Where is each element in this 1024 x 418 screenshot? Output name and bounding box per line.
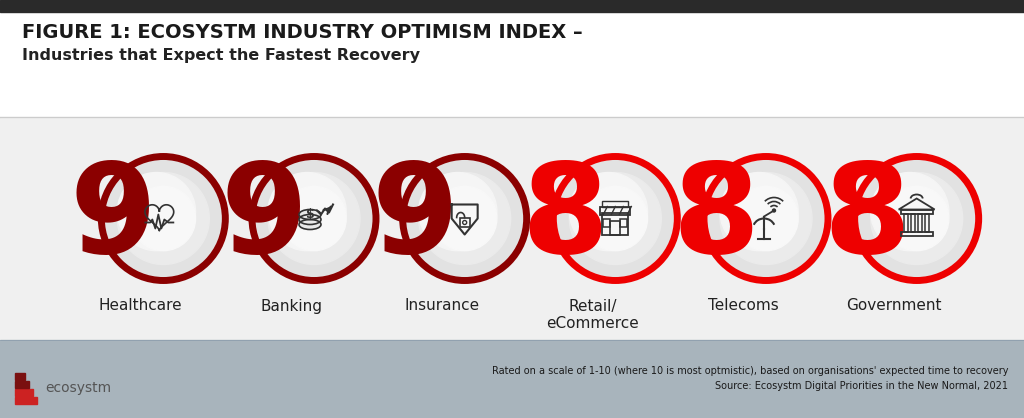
Circle shape bbox=[252, 156, 376, 280]
Circle shape bbox=[855, 156, 979, 280]
Circle shape bbox=[101, 156, 225, 280]
Ellipse shape bbox=[299, 219, 321, 229]
Circle shape bbox=[432, 186, 497, 251]
Circle shape bbox=[705, 156, 828, 280]
Bar bbox=[621, 219, 628, 227]
Text: Government: Government bbox=[846, 298, 941, 314]
Text: 9: 9 bbox=[220, 158, 307, 279]
Circle shape bbox=[569, 173, 647, 251]
Bar bbox=[15, 381, 29, 388]
Bar bbox=[15, 389, 33, 396]
Bar bbox=[603, 219, 610, 227]
Text: FIGURE 1: ECOSYSTM INDUSTRY OPTIMISM INDEX –: FIGURE 1: ECOSYSTM INDUSTRY OPTIMISM IND… bbox=[22, 23, 583, 42]
Text: 8: 8 bbox=[522, 158, 609, 279]
Circle shape bbox=[569, 173, 662, 265]
Circle shape bbox=[419, 173, 511, 265]
Circle shape bbox=[720, 173, 798, 251]
Ellipse shape bbox=[299, 214, 321, 224]
Text: Rated on a scale of 1-10 (where 10 is most optmistic), based on organisations' e: Rated on a scale of 1-10 (where 10 is mo… bbox=[492, 366, 1008, 376]
Circle shape bbox=[553, 156, 677, 280]
Text: Banking: Banking bbox=[260, 298, 322, 314]
Circle shape bbox=[870, 173, 963, 265]
Circle shape bbox=[268, 173, 346, 251]
Text: Insurance: Insurance bbox=[404, 298, 479, 314]
Text: ecosystm: ecosystm bbox=[45, 381, 112, 395]
Text: 9: 9 bbox=[70, 158, 157, 279]
Circle shape bbox=[131, 186, 196, 251]
Bar bbox=[15, 373, 25, 380]
Circle shape bbox=[402, 156, 526, 280]
Circle shape bbox=[870, 173, 949, 251]
Bar bbox=[15, 397, 37, 404]
Circle shape bbox=[118, 173, 209, 265]
Text: Retail/
eCommerce: Retail/ eCommerce bbox=[546, 298, 639, 331]
Bar bbox=[0, 12, 1024, 117]
Text: $: $ bbox=[305, 208, 314, 221]
Circle shape bbox=[419, 173, 497, 251]
Bar bbox=[600, 206, 631, 214]
Circle shape bbox=[268, 173, 360, 265]
Ellipse shape bbox=[299, 209, 321, 219]
Text: 8: 8 bbox=[673, 158, 760, 279]
Circle shape bbox=[885, 186, 949, 251]
Bar bbox=[610, 221, 621, 234]
Circle shape bbox=[720, 173, 812, 265]
Bar bbox=[602, 201, 629, 206]
Bar bbox=[903, 214, 907, 232]
Bar bbox=[460, 217, 470, 227]
Circle shape bbox=[772, 209, 775, 212]
Bar bbox=[901, 232, 933, 235]
Bar bbox=[602, 212, 629, 234]
Text: Healthcare: Healthcare bbox=[98, 298, 182, 314]
Text: Source: Ecosystm Digital Priorities in the New Normal, 2021: Source: Ecosystm Digital Priorities in t… bbox=[715, 381, 1008, 391]
Text: 8: 8 bbox=[823, 158, 910, 279]
Text: 9: 9 bbox=[371, 158, 458, 279]
Bar bbox=[0, 340, 1024, 418]
Text: Telecoms: Telecoms bbox=[708, 298, 778, 314]
Bar bbox=[0, 0, 1024, 12]
Bar bbox=[925, 214, 929, 232]
Circle shape bbox=[118, 173, 196, 251]
Bar bbox=[918, 214, 922, 232]
Circle shape bbox=[282, 186, 346, 251]
Circle shape bbox=[734, 186, 798, 251]
Bar bbox=[901, 209, 933, 214]
Circle shape bbox=[583, 186, 647, 251]
Text: Industries that Expect the Fastest Recovery: Industries that Expect the Fastest Recov… bbox=[22, 48, 420, 63]
Bar bbox=[910, 214, 914, 232]
